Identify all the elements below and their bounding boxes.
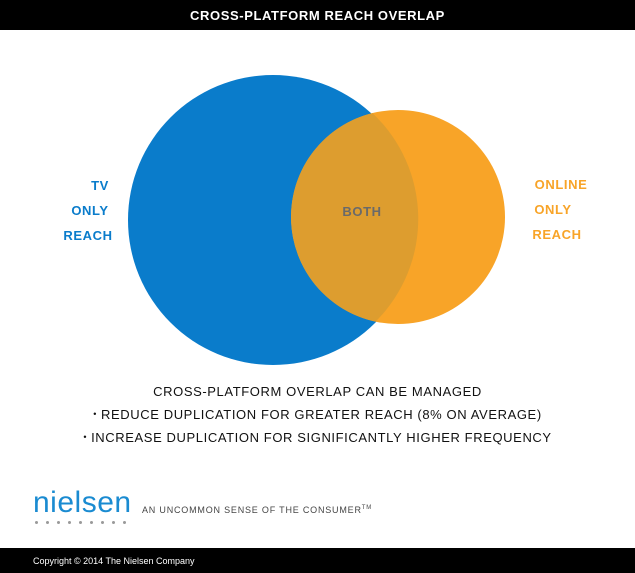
- brand-tagline: AN UNCOMMON SENSE OF THE CONSUMERTM: [142, 505, 372, 515]
- nielsen-logo: nielsen: [33, 488, 132, 524]
- overlap-region: [291, 113, 419, 322]
- trademark-mark: TM: [361, 505, 373, 511]
- footer-bar: Copyright © 2014 The Nielsen Company: [0, 548, 635, 573]
- venn-diagram: TV ONLY REACH BOTH ONLINE ONLY REACH: [63, 75, 588, 365]
- bullet-dot-icon: •: [83, 432, 88, 442]
- page-title: CROSS-PLATFORM REACH OVERLAP: [190, 7, 445, 23]
- notes-headline: CROSS-PLATFORM OVERLAP CAN BE MANAGED: [153, 384, 482, 399]
- bullet-text: REDUCE DUPLICATION FOR GREATER REACH (8%…: [101, 407, 542, 422]
- tagline-text: AN UNCOMMON SENSE OF THE CONSUMER: [142, 505, 362, 515]
- logo-wordmark: nielsen: [33, 486, 132, 519]
- bullet-item: • REDUCE DUPLICATION FOR GREATER REACH (8…: [0, 407, 635, 422]
- overlap-label: BOTH: [342, 204, 381, 219]
- bullet-item: • INCREASE DUPLICATION FOR SIGNIFICANTLY …: [0, 430, 635, 445]
- notes-block: CROSS-PLATFORM OVERLAP CAN BE MANAGED • R…: [0, 384, 635, 453]
- tv-label-line-1: TV: [91, 178, 109, 193]
- tv-label-line-2: ONLY: [71, 203, 108, 218]
- online-label-line-3: REACH: [532, 227, 581, 242]
- bullet-text: INCREASE DUPLICATION FOR SIGNIFICANTLY H…: [91, 430, 552, 445]
- online-label-line-2: ONLY: [534, 202, 571, 217]
- online-label-line-1: ONLINE: [535, 177, 588, 192]
- bullet-dot-icon: •: [93, 409, 97, 419]
- logo-dots: [33, 521, 132, 524]
- tv-label-line-3: REACH: [63, 228, 112, 243]
- header-bar: CROSS-PLATFORM REACH OVERLAP: [0, 0, 635, 30]
- copyright-text: Copyright © 2014 The Nielsen Company: [33, 555, 195, 566]
